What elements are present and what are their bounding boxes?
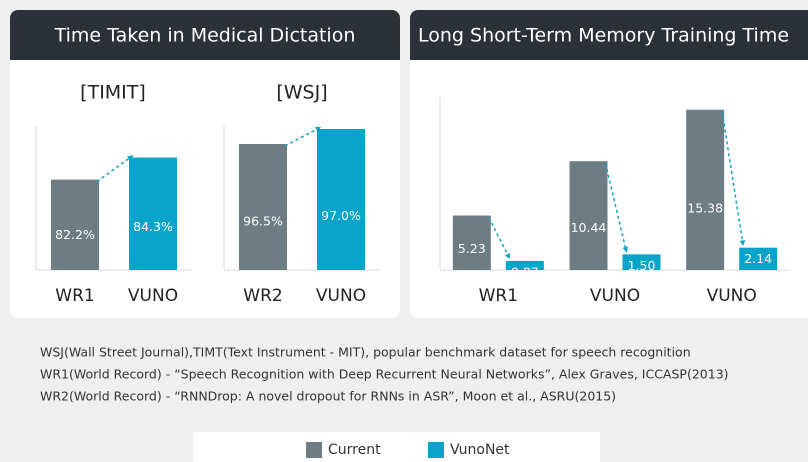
panel-title: Time Taken in Medical Dictation (54, 25, 356, 47)
value-label: 15.38 (687, 201, 723, 216)
x-tick-label: WR1 (479, 286, 518, 306)
connector-arrow (127, 155, 133, 161)
chart-title: [TIMIT] (80, 82, 146, 104)
value-label: 5.23 (458, 241, 486, 256)
bar (622, 254, 661, 270)
value-label: 10.44 (571, 220, 607, 235)
legend (193, 432, 600, 462)
legend-label: Current (328, 442, 381, 458)
bar (686, 109, 725, 271)
connector (96, 154, 134, 183)
note: WSJ(Wall Street Journal),TIMT(Text Instr… (40, 345, 691, 360)
connector-arrow (622, 246, 629, 253)
chart-title: [WSJ] (276, 82, 327, 104)
bar (51, 179, 99, 270)
value-label: 84.3% (133, 219, 173, 234)
value-label: 0.87 (511, 264, 539, 279)
value-label: 82.2% (55, 227, 95, 242)
value-label: 96.5% (243, 214, 283, 229)
x-tick-label: VUNO (707, 286, 757, 306)
panel (10, 10, 400, 318)
legend-swatch (306, 442, 322, 458)
connector (721, 111, 744, 246)
bar (739, 247, 778, 270)
bar (452, 215, 491, 270)
panel-header (10, 10, 400, 60)
value-label: 2.14 (744, 251, 772, 266)
connector-arrow (739, 240, 746, 246)
bar (505, 260, 544, 270)
bar (569, 161, 608, 270)
bar (317, 129, 365, 270)
bar (129, 157, 177, 270)
x-tick-label: WR2 (243, 286, 282, 306)
note: WR2(World Record) - “RNNDrop: A novel dr… (40, 389, 616, 404)
x-tick-label: VUNO (316, 286, 366, 306)
note: WR1(World Record) - “Speech Recognition … (40, 367, 729, 382)
panel-header (410, 10, 808, 60)
connector (284, 126, 322, 147)
legend-label: VunoNet (450, 442, 510, 458)
connector (488, 217, 511, 260)
x-tick-label: WR1 (55, 286, 94, 306)
x-tick-label: VUNO (128, 286, 178, 306)
legend-swatch (428, 442, 444, 458)
connector-arrow (315, 126, 321, 133)
panel-title: Long Short-Term Memory Training Time (418, 25, 789, 47)
x-tick-label: VUNO (590, 286, 640, 306)
value-label: 97.0% (321, 208, 361, 223)
connector-arrow (504, 252, 511, 259)
value-label: 1.50 (628, 258, 656, 273)
bar (239, 144, 287, 270)
